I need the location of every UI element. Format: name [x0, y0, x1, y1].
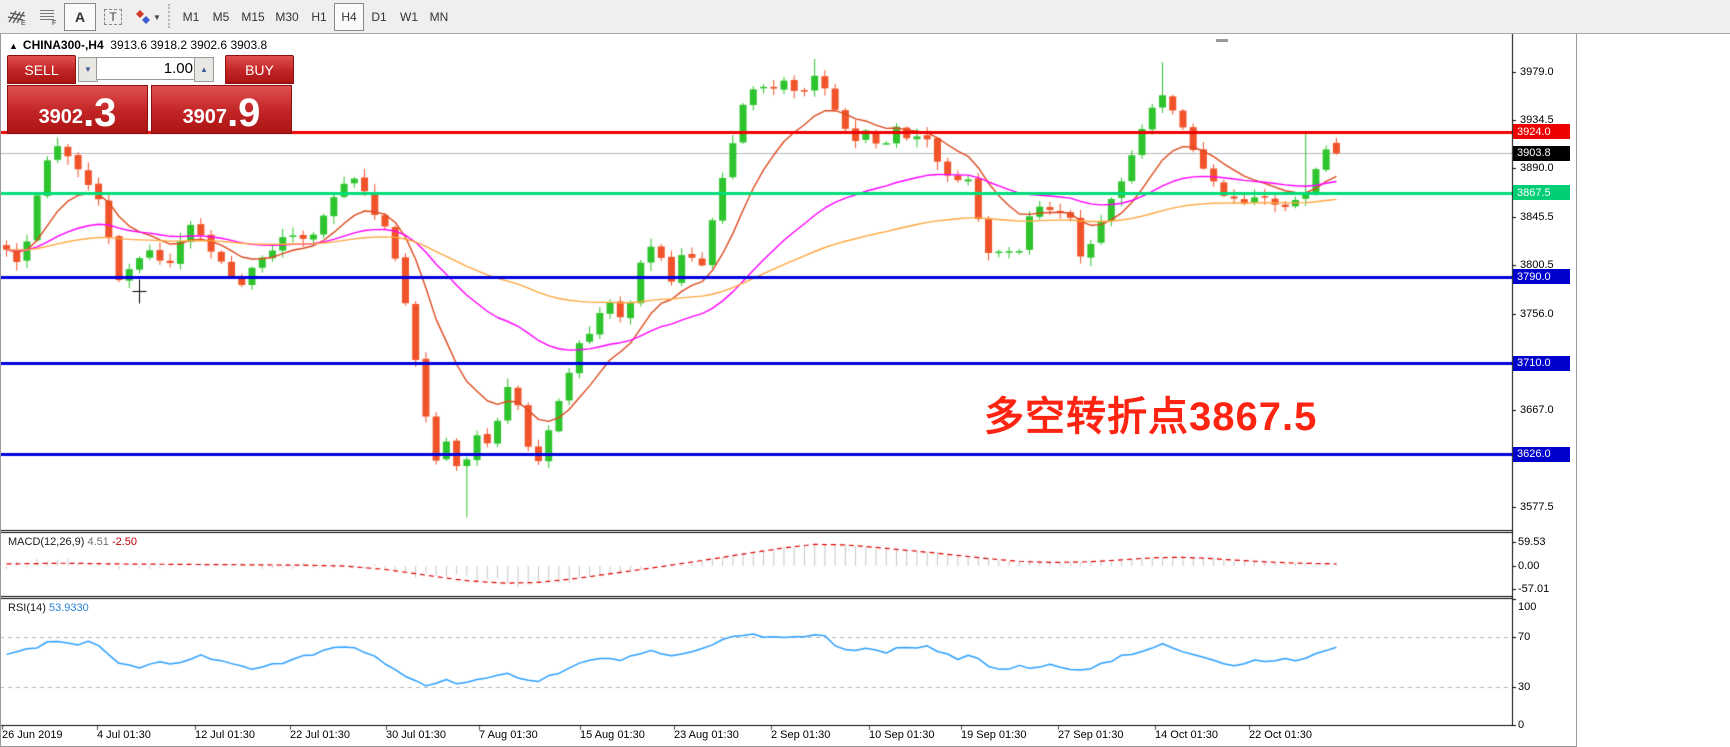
y-axis-tick: 3845.5: [1520, 210, 1554, 223]
y-axis-tick: 3667.0: [1520, 404, 1554, 417]
collapse-arrow-icon[interactable]: ▲: [9, 41, 18, 51]
y-axis-tick: 3890.0: [1520, 162, 1554, 175]
timeframe-w1-button[interactable]: W1: [400, 10, 418, 24]
diamond-arrows-icon: [136, 10, 151, 24]
objects-button[interactable]: ▼: [130, 3, 166, 31]
price-tag-resistance: 3924.0: [1513, 124, 1570, 140]
macd-name: MACD(12,26,9): [8, 536, 85, 548]
x-axis-date: 2 Sep 01:30: [771, 729, 831, 741]
dropdown-caret-icon: ▼: [153, 12, 161, 22]
macd-label: MACD(12,26,9) 4.51 -2.50: [8, 536, 137, 548]
chart-window: ▲ CHINA300-,H4 3913.6 3918.2 3902.6 3903.…: [0, 33, 1577, 747]
timeframe-m5-button[interactable]: M5: [212, 10, 230, 24]
x-axis-date: 26 Jun 2019: [2, 729, 63, 741]
x-axis-date: 14 Oct 01:30: [1155, 729, 1218, 741]
letter-a-icon: A: [74, 9, 86, 25]
timeframe-h1-button[interactable]: H1: [311, 10, 327, 24]
timeframe-d1-button[interactable]: D1: [371, 10, 387, 24]
chart-text-annotation: 多空转折点3867.5: [984, 395, 1318, 439]
toolbar-separator: [168, 4, 174, 28]
ohlc-low: 3902.6: [190, 38, 228, 52]
timeframe-m1-button[interactable]: M1: [182, 10, 200, 24]
x-axis-date: 27 Sep 01:30: [1058, 729, 1124, 741]
chart-shift-marker: [1216, 39, 1228, 42]
x-axis-date: 10 Sep 01:30: [869, 729, 935, 741]
y-axis-tick: 3979.0: [1520, 66, 1554, 78]
x-axis-date: 12 Jul 01:30: [195, 729, 255, 741]
x-axis-date: 22 Oct 01:30: [1249, 729, 1312, 741]
sell-price-main: 3902: [38, 106, 84, 128]
svg-text:F: F: [52, 20, 56, 26]
x-axis-date: 7 Aug 01:30: [479, 729, 538, 741]
rsi-scale-70: 70: [1518, 630, 1531, 643]
chart-symbol: CHINA300-,H4: [22, 38, 104, 52]
x-axis-date: 22 Jul 01:30: [290, 729, 350, 741]
timeframe-h4-button[interactable]: H4: [334, 3, 364, 31]
y-axis-tick: 3934.5: [1520, 114, 1554, 127]
x-axis-date: 30 Jul 01:30: [386, 729, 446, 741]
rsi-name: RSI(14): [8, 602, 46, 614]
price-tag-bid: 3903.8: [1513, 145, 1570, 161]
y-axis-tick: 3577.5: [1520, 501, 1554, 513]
buy-price-button[interactable]: 3907.9: [151, 85, 292, 134]
price-tag-support: 3710.0: [1513, 355, 1570, 371]
ohlc-close: 3903.8: [230, 38, 268, 52]
text-box-button[interactable]: T: [97, 3, 129, 31]
rsi-scale-30: 30: [1518, 681, 1531, 694]
macd-scale-min: -57.01: [1518, 582, 1550, 595]
rsi-label: RSI(14) 53.9330: [8, 602, 89, 614]
rsi-scale-0: 0: [1518, 719, 1525, 731]
buy-price-main: 3907: [182, 106, 228, 128]
price-tag-support: 3626.0: [1513, 446, 1570, 462]
macd-main-value: 4.51: [87, 536, 109, 548]
volume-input[interactable]: [96, 57, 200, 80]
macd-signal-value: -2.50: [111, 536, 138, 548]
sell-price-fraction: .3: [83, 91, 117, 135]
x-axis-date: 4 Jul 01:30: [97, 729, 151, 741]
one-click-trading-panel: SELL ▼ ▲ BUY 3902.3 3907.9: [7, 55, 294, 134]
text-label-button[interactable]: A: [64, 3, 96, 31]
ohlc-open: 3913.6: [110, 38, 147, 52]
price-tag-support: 3790.0: [1513, 269, 1570, 285]
expert-advisors-icon: E: [7, 10, 26, 26]
main-toolbar: E F A T ▼ M1 M5 M15 M30 H1 H4 D1 W1 MN: [0, 0, 1730, 34]
expert-advisors-button[interactable]: E: [2, 3, 32, 31]
buy-price-fraction: .9: [227, 91, 261, 135]
chart-title: ▲ CHINA300-,H4 3913.6 3918.2 3902.6 3903.…: [9, 38, 267, 52]
fractals-button[interactable]: F: [34, 3, 64, 31]
macd-scale-zero: 0.00: [1518, 560, 1540, 572]
buy-button[interactable]: BUY: [225, 55, 294, 84]
x-axis-date: 15 Aug 01:30: [580, 729, 645, 741]
x-axis-date: 19 Sep 01:30: [961, 729, 1027, 741]
svg-text:E: E: [21, 20, 26, 26]
ohlc-high: 3918.2: [150, 38, 188, 52]
text-box-icon: T: [104, 9, 122, 25]
macd-scale-max: 59.53: [1518, 536, 1546, 549]
timeframe-m15-button[interactable]: M15: [241, 10, 265, 24]
x-axis-date: 23 Aug 01:30: [674, 729, 739, 741]
timeframe-m30-button[interactable]: M30: [275, 10, 299, 24]
dotted-grid-icon: F: [40, 10, 56, 26]
timeframe-mn-button[interactable]: MN: [429, 10, 449, 24]
rsi-scale-100: 100: [1518, 601, 1537, 613]
price-tag-pivot: 3867.5: [1513, 185, 1570, 201]
sell-button[interactable]: SELL: [7, 55, 76, 84]
y-axis-tick: 3800.5: [1520, 259, 1554, 272]
volume-increase-button[interactable]: ▲: [194, 57, 214, 82]
volume-decrease-button[interactable]: ▼: [78, 57, 98, 82]
y-axis-tick: 3756.0: [1520, 307, 1554, 320]
rsi-value: 53.9330: [48, 602, 89, 614]
sell-price-button[interactable]: 3902.3: [7, 85, 148, 134]
